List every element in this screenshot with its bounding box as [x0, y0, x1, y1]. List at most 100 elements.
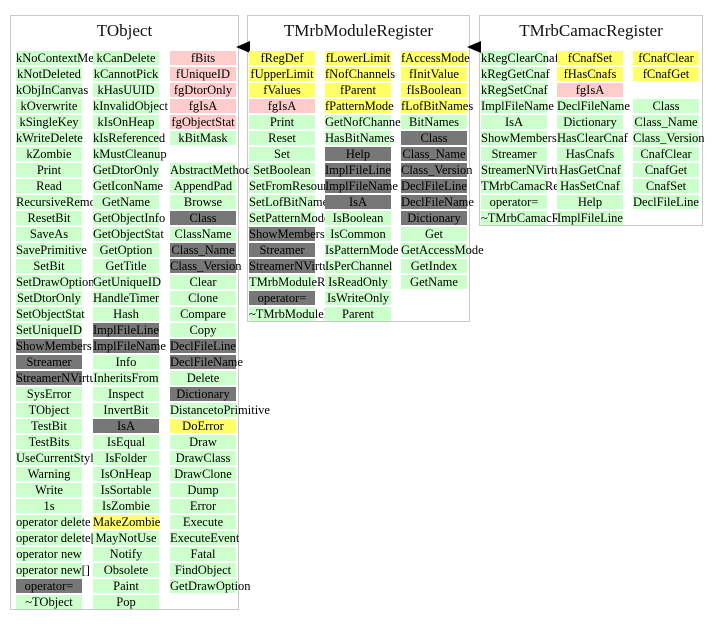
member-tmrbcamacregister-class: Class: [633, 99, 699, 113]
member-tobject-setbit: SetBit: [16, 259, 82, 273]
member-tobject-fatal: Fatal: [170, 547, 236, 561]
member-tmrbmoduleregister-tmrbmoduleregister: TMrbModuleRegister: [249, 275, 359, 289]
member-tmrbcamacregister-isa: IsA: [481, 115, 547, 129]
member-tobject-getdrawoption: GetDrawOption: [170, 579, 251, 593]
member-tobject-khasuuid: kHasUUID: [93, 83, 159, 97]
member-tmrbcamacregister-fcnafget: fCnafGet: [633, 67, 699, 81]
member-tobject-info: Info: [93, 355, 159, 369]
member-tobject-operator-delete: operator delete: [16, 515, 91, 529]
member-tobject-delete: Delete: [170, 371, 236, 385]
member-tobject-isa: IsA: [93, 419, 159, 433]
member-tobject-findobject: FindObject: [170, 563, 236, 577]
member-tmrbmoduleregister-fvalues: fValues: [249, 83, 315, 97]
member-tobject-ksinglekey: kSingleKey: [16, 115, 82, 129]
member-tobject-implfilename: ImplFileName: [93, 339, 166, 353]
member-tobject-hash: Hash: [93, 307, 159, 321]
member-tmrbmoduleregister-dictionary: Dictionary: [401, 211, 467, 225]
member-tobject-kinvalidobject: kInvalidObject: [93, 99, 168, 113]
member-tobject-kbitmask: kBitMask: [170, 131, 236, 145]
member-tmrbmoduleregister-implfileline: ImplFileLine: [325, 163, 391, 177]
member-tobject-handletimer: HandleTimer: [93, 291, 160, 305]
member-tmrbcamacregister-hasclearcnaf: HasClearCnaf: [557, 131, 628, 145]
member-tobject-resetbit: ResetBit: [16, 211, 82, 225]
member-tmrbmoduleregister-print: Print: [249, 115, 315, 129]
member-tobject-doerror: DoError: [170, 419, 236, 433]
member-tmrbcamacregister-fcnafset: fCnafSet: [557, 51, 623, 65]
member-tobject-streamer: Streamer: [16, 355, 82, 369]
member-tobject-implfileline: ImplFileLine: [93, 323, 159, 337]
member-tobject-declfilename: DeclFileName: [170, 355, 243, 369]
member-tobject-kisreferenced: kIsReferenced: [93, 131, 166, 145]
member-tobject-showmembers: ShowMembers: [16, 339, 92, 353]
member-tobject-inspect: Inspect: [93, 387, 159, 401]
member-tobject-usecurrentstyle: UseCurrentStyle: [16, 451, 100, 465]
member-tmrbmoduleregister-operator-: operator=: [249, 291, 315, 305]
member-tobject-1s: 1s: [16, 499, 82, 513]
member-tmrbmoduleregister-isperchannel: IsPerChannel: [325, 259, 393, 273]
member-tmrbmoduleregister-bitnames: BitNames: [401, 115, 467, 129]
member-tmrbmoduleregister-faccessmode: fAccessMode: [401, 51, 470, 65]
class-title-tmrbcamacregister: TMrbCamacRegister: [519, 21, 663, 40]
member-tmrbmoduleregister-getname: GetName: [401, 275, 467, 289]
member-tobject-declfileline: DeclFileLine: [170, 339, 236, 353]
member-tmrbmoduleregister-isreadonly: IsReadOnly: [325, 275, 391, 289]
member-tmrbcamacregister-fgisa: fgIsA: [557, 83, 623, 97]
member-tmrbcamacregister-fcnafclear: fCnafClear: [633, 51, 699, 65]
member-tmrbcamacregister-kregclearcnaf: kRegClearCnaf: [481, 51, 559, 65]
member-tobject-kzombie: kZombie: [16, 147, 82, 161]
member-tobject-dictionary: Dictionary: [170, 387, 236, 401]
inheritance-arrow-icon: [236, 41, 250, 53]
member-tobject-isonheap: IsOnHeap: [93, 467, 159, 481]
member-tobject-recursiveremove: RecursiveRemove: [16, 195, 108, 209]
member-tobject-testbits: TestBits: [16, 435, 82, 449]
member-tmrbmoduleregister-ispatternmode: IsPatternMode: [325, 243, 399, 257]
member-tmrbcamacregister-kreggetcnaf: kRegGetCnaf: [481, 67, 550, 81]
member-tobject-kcannotpick: kCannotPick: [93, 67, 159, 81]
member-tmrbmoduleregister-fisboolean: fIsBoolean: [401, 83, 467, 97]
member-tobject-streamernvirtual: StreamerNVirtual: [16, 371, 105, 385]
member-tobject-testbit: TestBit: [16, 419, 82, 433]
member-tobject-inheritsfrom: InheritsFrom: [93, 371, 159, 385]
member-tmrbcamacregister-operator-: operator=: [481, 195, 547, 209]
member-tmrbcamacregister-hasgetcnaf: HasGetCnaf: [557, 163, 623, 177]
member-tmrbcamacregister-cnafclear: CnafClear: [633, 147, 699, 161]
member-tmrbmoduleregister-hasbitnames: HasBitNames: [325, 131, 395, 145]
member-tmrbmoduleregister-isboolean: IsBoolean: [325, 211, 391, 225]
member-tobject-abstractmethod: AbstractMethod: [170, 163, 252, 177]
member-tmrbcamacregister-help: Help: [557, 195, 623, 209]
member-tmrbmoduleregister-set: Set: [249, 147, 315, 161]
member-tmrbmoduleregister-finitvalue: fInitValue: [401, 67, 467, 81]
member-tobject-issortable: IsSortable: [93, 483, 159, 497]
member-tmrbmoduleregister-get: Get: [401, 227, 467, 241]
member-tobject-operator-new-: operator new[]: [16, 563, 90, 577]
member-tobject-setuniqueid: SetUniqueID: [16, 323, 82, 337]
member-tobject-kmustcleanup: kMustCleanup: [93, 147, 167, 161]
member-tobject-class-version: Class_Version: [170, 259, 242, 273]
member-tmrbcamacregister-showmembers: ShowMembers: [481, 131, 557, 145]
member-tmrbcamacregister-cnafget: CnafGet: [633, 163, 699, 177]
member-tmrbmoduleregister-getindex: GetIndex: [401, 259, 467, 273]
member-tobject-funiqueid: fUniqueID: [170, 67, 236, 81]
member-tmrbcamacregister-kregsetcnaf: kRegSetCnaf: [481, 83, 548, 97]
member-tobject-getdtoronly: GetDtorOnly: [93, 163, 159, 177]
member-tobject-paint: Paint: [93, 579, 159, 593]
member-tmrbcamacregister-streamernvirtual: StreamerNVirtual: [481, 163, 570, 177]
member-tobject-kisonheap: kIsOnHeap: [93, 115, 159, 129]
member-tobject--tobject: ~TObject: [16, 595, 82, 609]
member-tmrbcamacregister-implfilename: ImplFileName: [481, 99, 554, 113]
member-tobject-dump: Dump: [170, 483, 236, 497]
member-tmrbcamacregister-implfileline: ImplFileLine: [557, 211, 623, 225]
member-tmrbmoduleregister-parent: Parent: [325, 307, 391, 321]
member-tobject-execute: Execute: [170, 515, 236, 529]
class-title-tobject: TObject: [96, 21, 153, 40]
member-tobject-fgdtoronly: fgDtorOnly: [170, 83, 236, 97]
member-tmrbmoduleregister-declfilename: DeclFileName: [401, 195, 474, 209]
member-tmrbcamacregister-dictionary: Dictionary: [557, 115, 623, 129]
member-tobject-knocontextmenu: kNoContextMenu: [16, 51, 107, 65]
member-tobject-isequal: IsEqual: [93, 435, 159, 449]
member-tobject-browse: Browse: [170, 195, 236, 209]
member-tobject-operator-new: operator new: [16, 547, 82, 561]
member-tobject-setdtoronly: SetDtorOnly: [16, 291, 82, 305]
member-tmrbmoduleregister-setfromresource: SetFromResource: [249, 179, 339, 193]
member-tobject-saveprimitive: SavePrimitive: [16, 243, 87, 257]
